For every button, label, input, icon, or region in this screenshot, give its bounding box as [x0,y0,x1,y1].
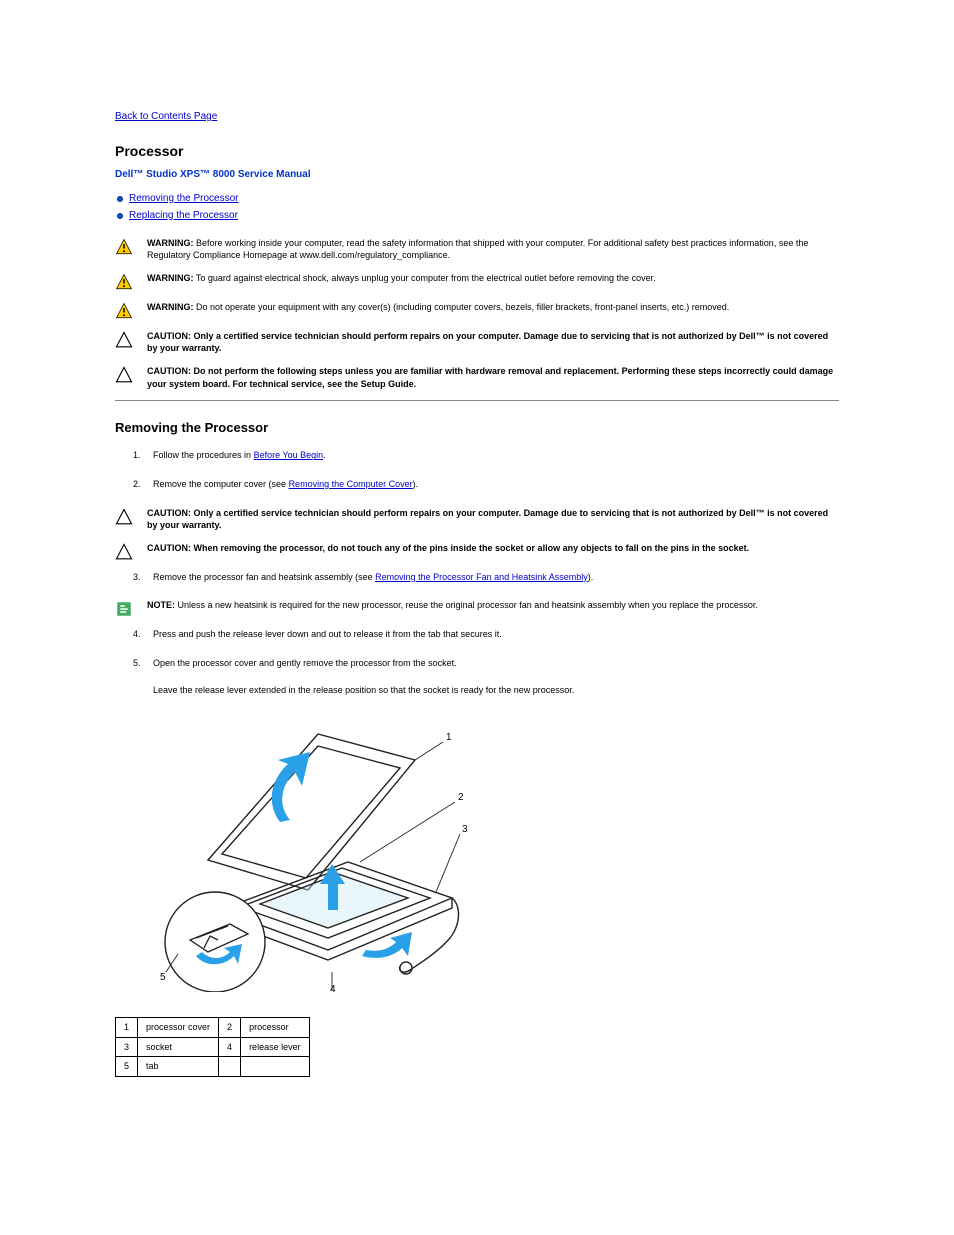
notice-text: CAUTION: Do not perform the following st… [147,365,839,390]
warning-notice: WARNING: Before working inside your comp… [115,237,839,262]
caution-icon [115,543,133,561]
note-icon [115,600,133,618]
manual-title: Dell™ Studio XPS™ 8000 Service Manual [115,168,839,182]
notice-text: NOTE: Unless a new heatsink is required … [147,599,839,612]
caution-icon [115,366,133,384]
notice-text: WARNING: Before working inside your comp… [147,237,839,262]
notice-text: WARNING: Do not operate your equipment w… [147,301,839,314]
svg-text:2: 2 [458,792,464,803]
toc-link-removing[interactable]: Removing the Processor [129,192,239,206]
notice-text: CAUTION: Only a certified service techni… [147,330,839,355]
caution-notice: CAUTION: Do not perform the following st… [115,365,839,390]
caution-icon [115,331,133,349]
step-item: Press and push the release lever down an… [143,628,839,641]
svg-text:5: 5 [160,972,166,983]
toc-link-replacing[interactable]: Replacing the Processor [129,209,238,223]
step-link-computer-cover[interactable]: Removing the Computer Cover [289,479,413,489]
svg-text:3: 3 [462,824,468,835]
warning-notice: WARNING: To guard against electrical sho… [115,272,839,291]
warning-icon [115,302,133,320]
steps-list: Press and push the release lever down an… [143,628,839,696]
divider [115,400,839,401]
warning-icon [115,273,133,291]
caution-notice: CAUTION: Only a certified service techni… [115,330,839,355]
warning-icon [115,238,133,256]
caution-notice: CAUTION: When removing the processor, do… [115,542,839,561]
table-row: 3socket 4release lever [116,1037,310,1057]
caution-notice: CAUTION: Only a certified service techni… [115,507,839,532]
notice-text: WARNING: To guard against electrical sho… [147,272,839,285]
processor-diagram: 1 2 3 4 5 [160,712,839,997]
bullet-icon [117,213,123,219]
parts-table: 1processor cover 2processor 3socket 4rel… [115,1017,310,1077]
steps-list: Follow the procedures in Before You Begi… [143,449,839,490]
toc-item: Removing the Processor [117,192,839,206]
step-item: Follow the procedures in Before You Begi… [143,449,839,462]
note-notice: NOTE: Unless a new heatsink is required … [115,599,839,618]
step-link-fan-heatsink[interactable]: Removing the Processor Fan and Heatsink … [375,572,588,582]
toc-list: Removing the Processor Replacing the Pro… [117,192,839,223]
page-title: Processor [115,142,839,162]
step-item: Open the processor cover and gently remo… [143,657,839,696]
back-to-contents-link[interactable]: Back to Contents Page [115,110,839,124]
step-link-before-begin[interactable]: Before You Begin [254,450,324,460]
warning-notice: WARNING: Do not operate your equipment w… [115,301,839,320]
section-heading: Removing the Processor [115,419,839,437]
step-item: Remove the computer cover (see Removing … [143,478,839,491]
bullet-icon [117,196,123,202]
svg-text:1: 1 [446,732,452,743]
caution-icon [115,508,133,526]
step-item: Remove the processor fan and heatsink as… [143,571,839,584]
notice-text: CAUTION: When removing the processor, do… [147,542,839,555]
notice-text: CAUTION: Only a certified service techni… [147,507,839,532]
table-row: 5tab [116,1057,310,1077]
svg-text:4: 4 [330,984,336,992]
table-row: 1processor cover 2processor [116,1018,310,1038]
steps-list: Remove the processor fan and heatsink as… [143,571,839,584]
toc-item: Replacing the Processor [117,209,839,223]
